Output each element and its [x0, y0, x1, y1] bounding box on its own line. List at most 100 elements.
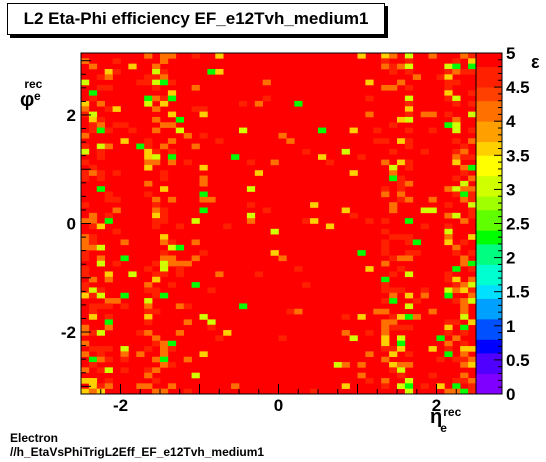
- heatmap-cell: [81, 367, 90, 373]
- heatmap-cell: [341, 314, 350, 320]
- heatmap-cell: [191, 255, 200, 262]
- heatmap-cell: [246, 212, 256, 219]
- heatmap-cell: [452, 282, 461, 288]
- heatmap-cell: [160, 351, 169, 358]
- heatmap-cell: [167, 138, 177, 144]
- heatmap-cell: [444, 122, 453, 128]
- heatmap-cell: [381, 260, 390, 267]
- heatmap-cell: [397, 266, 406, 272]
- color-scale-band: [476, 305, 502, 313]
- heatmap-cell: [389, 319, 398, 326]
- heatmap-cell: [444, 287, 453, 294]
- heatmap-cell: [152, 79, 161, 86]
- heatmap-cell: [207, 324, 216, 331]
- color-scale-band: [476, 264, 502, 272]
- heatmap-cell: [278, 132, 287, 139]
- z-tick-label: 4.5: [506, 78, 530, 97]
- heatmap-cell: [436, 356, 445, 363]
- footer-line-1: Electron: [10, 431, 59, 445]
- heatmap-cell: [160, 186, 169, 192]
- heatmap-cell: [191, 239, 200, 246]
- heatmap-cell: [96, 175, 105, 182]
- heatmap-cell: [246, 159, 256, 166]
- heatmap-cell: [381, 282, 390, 288]
- heatmap-cell: [397, 175, 406, 182]
- heatmap-cell: [175, 127, 184, 134]
- heatmap-cell: [460, 186, 469, 192]
- heatmap-cell: [404, 351, 414, 358]
- color-scale-band: [476, 312, 502, 320]
- heatmap-cell: [152, 207, 161, 214]
- heatmap-cell: [144, 74, 153, 80]
- heatmap-cell: [452, 276, 461, 283]
- heatmap-cell: [452, 159, 461, 166]
- heatmap-cell: [144, 314, 153, 320]
- heatmap-cell: [468, 234, 477, 240]
- heatmap-cell: [404, 271, 414, 278]
- heatmap-cell: [428, 308, 437, 315]
- heatmap-cell: [152, 335, 161, 342]
- heatmap-cell: [167, 159, 177, 166]
- heatmap-cell: [468, 100, 477, 107]
- heatmap-cell: [468, 154, 477, 160]
- heatmap-cell: [144, 95, 153, 102]
- heatmap-cell: [381, 84, 390, 91]
- heatmap-cell: [167, 282, 177, 288]
- heatmap-cell: [404, 255, 414, 262]
- heatmap-cell: [349, 212, 358, 219]
- heatmap-cell: [349, 170, 358, 176]
- heatmap-cell: [460, 239, 469, 246]
- heatmap-cell: [81, 340, 90, 347]
- heatmap-cell: [104, 127, 113, 134]
- heatmap-cell: [81, 388, 90, 395]
- heatmap-cell: [112, 68, 121, 75]
- heatmap-cell: [404, 100, 414, 107]
- heatmap-cell: [436, 74, 445, 80]
- color-scale-band: [476, 73, 502, 81]
- heatmap-cell: [444, 111, 453, 118]
- heatmap-cell: [460, 362, 469, 368]
- color-scale-band: [476, 168, 502, 177]
- heatmap-cell: [318, 127, 327, 134]
- color-scale-band: [476, 209, 502, 218]
- color-scale-band: [476, 196, 502, 204]
- heatmap-cell: [144, 346, 153, 352]
- heatmap-cell: [444, 340, 453, 347]
- heatmap-cell: [160, 53, 169, 59]
- heatmap-cell: [254, 100, 263, 107]
- heatmap-cell: [144, 154, 153, 160]
- heatmap-cell: [389, 207, 398, 214]
- heatmap-cell: [104, 271, 113, 278]
- color-scale-band: [476, 128, 502, 136]
- heatmap-cell: [452, 58, 461, 64]
- heatmap-cell: [294, 100, 303, 107]
- heatmap-cell: [239, 303, 248, 310]
- heatmap-cell: [144, 372, 153, 379]
- heatmap-cell: [412, 239, 421, 246]
- chart-title: L2 Eta-Phi efficiency EF_e12Tvh_medium1: [7, 3, 385, 35]
- heatmap-cell: [215, 53, 224, 59]
- heatmap-cell: [96, 356, 105, 363]
- color-scale-band: [476, 257, 502, 265]
- heatmap-cell: [381, 324, 390, 331]
- heatmap-cell: [112, 106, 121, 112]
- heatmap-cell: [191, 218, 200, 224]
- heatmap-cell: [468, 58, 477, 64]
- heatmap-cell: [175, 244, 184, 251]
- heatmap-cell: [144, 298, 153, 304]
- heatmap-cell: [167, 244, 177, 251]
- heatmap-cell: [191, 372, 200, 379]
- heatmap-cell: [468, 90, 477, 96]
- heatmap-cell: [460, 346, 469, 352]
- heatmap-cell: [144, 143, 153, 150]
- heatmap-cell: [381, 239, 390, 246]
- heatmap-cell: [160, 175, 169, 182]
- heatmap-cell: [468, 383, 477, 389]
- heatmap-cell: [160, 170, 169, 176]
- heatmap-cell: [88, 239, 98, 246]
- heatmap-cell: [460, 164, 469, 171]
- heatmap-cell: [341, 330, 350, 336]
- heatmap-cell: [381, 319, 390, 326]
- heatmap-cell: [183, 388, 192, 395]
- heatmap-cell: [341, 207, 350, 214]
